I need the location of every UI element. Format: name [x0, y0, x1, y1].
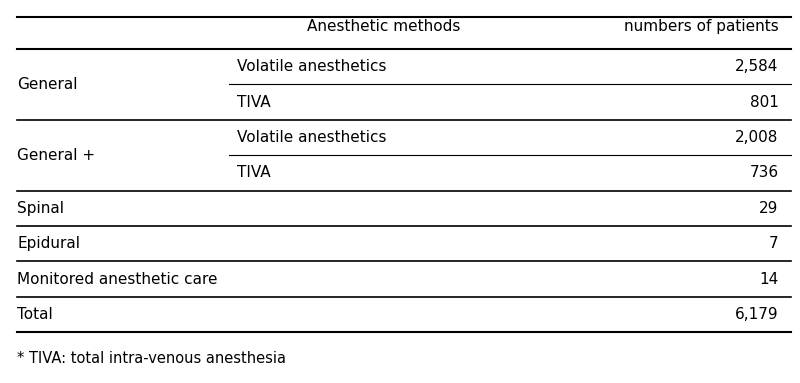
Text: Monitored anesthetic care: Monitored anesthetic care: [18, 272, 218, 286]
Text: TIVA: TIVA: [237, 165, 270, 180]
Text: Volatile anesthetics: Volatile anesthetics: [237, 130, 386, 145]
Text: 7: 7: [769, 236, 778, 251]
Text: 2,584: 2,584: [735, 59, 778, 74]
Text: Volatile anesthetics: Volatile anesthetics: [237, 59, 386, 74]
Text: * TIVA: total intra-venous anesthesia: * TIVA: total intra-venous anesthesia: [18, 351, 286, 366]
Text: Total: Total: [18, 307, 53, 322]
Text: 14: 14: [759, 272, 778, 286]
Text: Spinal: Spinal: [18, 201, 64, 216]
Text: 6,179: 6,179: [735, 307, 778, 322]
Text: 29: 29: [759, 201, 778, 216]
Text: 736: 736: [750, 165, 778, 180]
Text: Epidural: Epidural: [18, 236, 80, 251]
Text: General: General: [18, 77, 78, 92]
Text: Anesthetic methods: Anesthetic methods: [307, 19, 461, 34]
Text: numbers of patients: numbers of patients: [624, 19, 778, 34]
Text: TIVA: TIVA: [237, 95, 270, 110]
Text: 801: 801: [750, 95, 778, 110]
Text: General +: General +: [18, 147, 95, 163]
Text: 2,008: 2,008: [735, 130, 778, 145]
